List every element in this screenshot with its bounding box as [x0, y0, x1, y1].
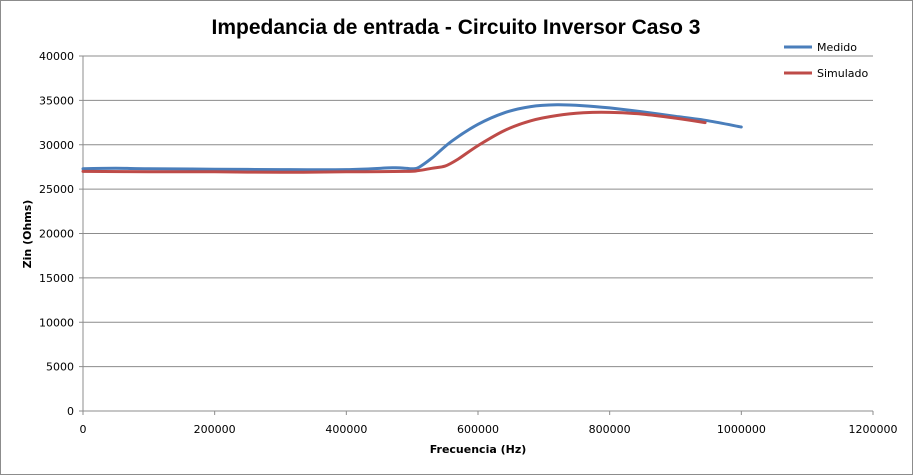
- x-tick-label: 800000: [589, 423, 631, 436]
- legend-label-medido: Medido: [817, 41, 857, 54]
- y-tick-label: 5000: [46, 361, 74, 374]
- chart-title: Impedancia de entrada - Circuito Inverso…: [212, 16, 701, 39]
- series-line-medido: [81, 103, 743, 172]
- x-tick-label: 200000: [194, 423, 236, 436]
- series-line-simulado: [81, 110, 707, 174]
- y-tick-label: 30000: [39, 139, 74, 152]
- y-tick-labels: 0 5000 10000 15000 20000 25000 30000 35000 40000: [39, 50, 74, 418]
- x-tick-label: 400000: [325, 423, 367, 436]
- x-tick-label: 1200000: [849, 423, 898, 436]
- series-lines: [81, 103, 743, 174]
- y-tick-label: 0: [67, 405, 74, 418]
- y-tick-label: 15000: [39, 272, 74, 285]
- y-tick-label: 10000: [39, 316, 74, 329]
- axes: [79, 55, 874, 415]
- y-tick-label: 35000: [39, 94, 74, 107]
- x-axis-title: Frecuencia (Hz): [430, 443, 527, 456]
- gridlines: [83, 55, 873, 368]
- y-tick-label: 40000: [39, 50, 74, 63]
- x-tick-label: 600000: [457, 423, 499, 436]
- x-tick-labels: 0 200000 400000 600000 800000 1000000 1200000: [80, 423, 898, 436]
- y-tick-label: 20000: [39, 228, 74, 241]
- y-axis-title: Zin (Ohms): [21, 200, 34, 269]
- x-tick-label: 1000000: [717, 423, 766, 436]
- y-tick-label: 25000: [39, 183, 74, 196]
- x-tick-label: 0: [80, 423, 87, 436]
- legend: Medido Simulado: [784, 41, 869, 80]
- legend-label-simulado: Simulado: [817, 67, 869, 80]
